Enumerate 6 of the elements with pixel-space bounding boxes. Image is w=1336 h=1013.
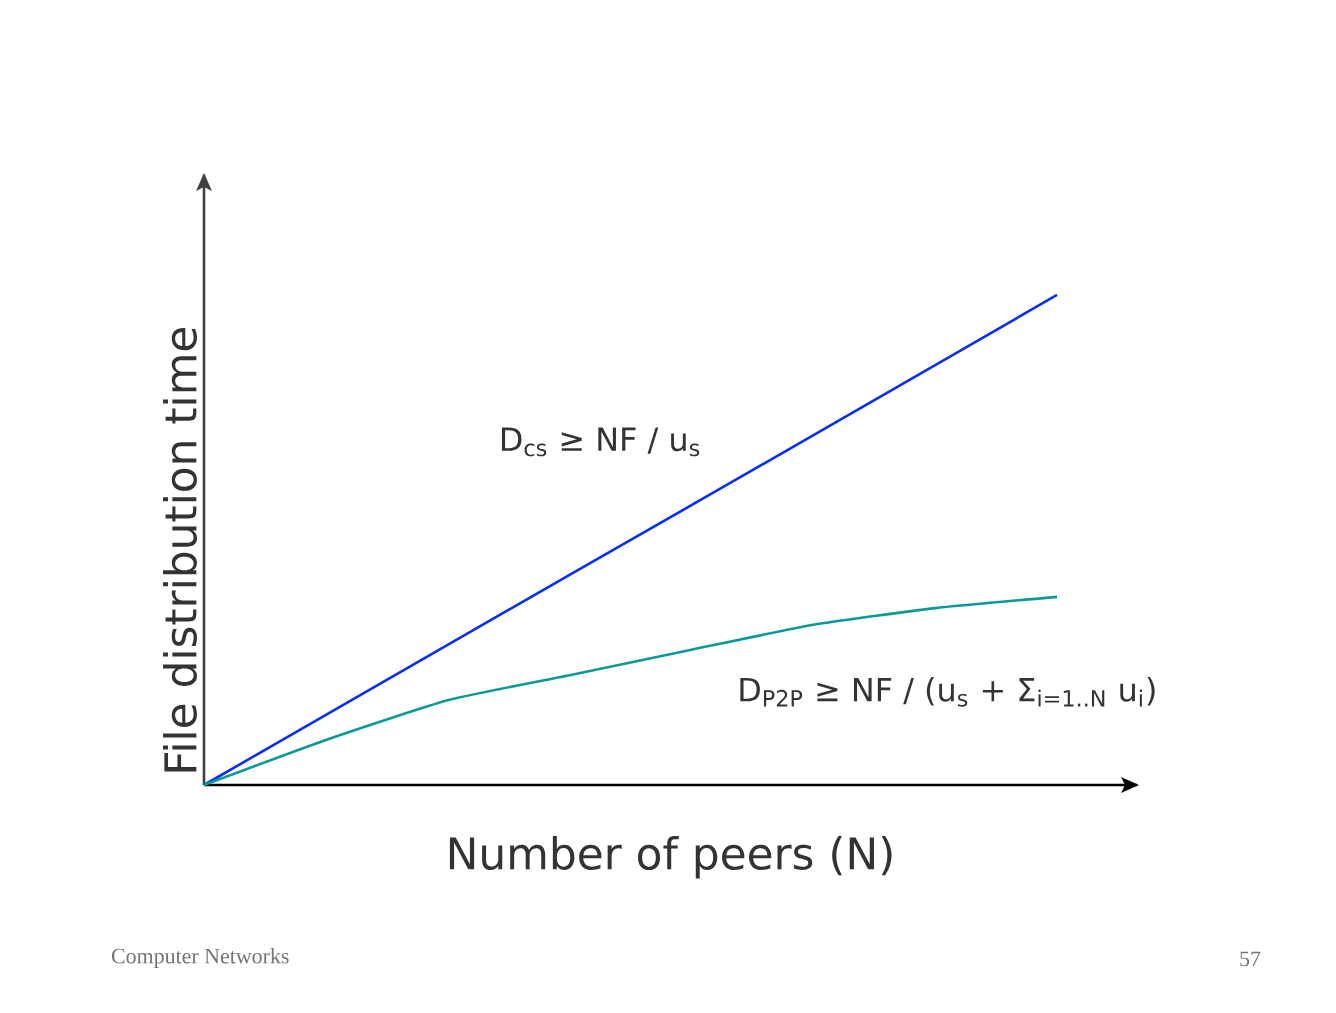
y-axis-title: File distribution time xyxy=(163,327,197,772)
x-axis-title: Number of peers (N) xyxy=(449,836,892,879)
text: 57 xyxy=(1240,951,1261,967)
annotation: D$_{cs}$ ≥ NF / u$_{s}$ xyxy=(501,427,700,457)
text: D$_{P2P}$ ≥ NF / (u$_{s}$ + Σ$_{i=1..N}$ u$_{i}$) xyxy=(740,677,1155,707)
text: Computer Networks xyxy=(111,948,289,968)
